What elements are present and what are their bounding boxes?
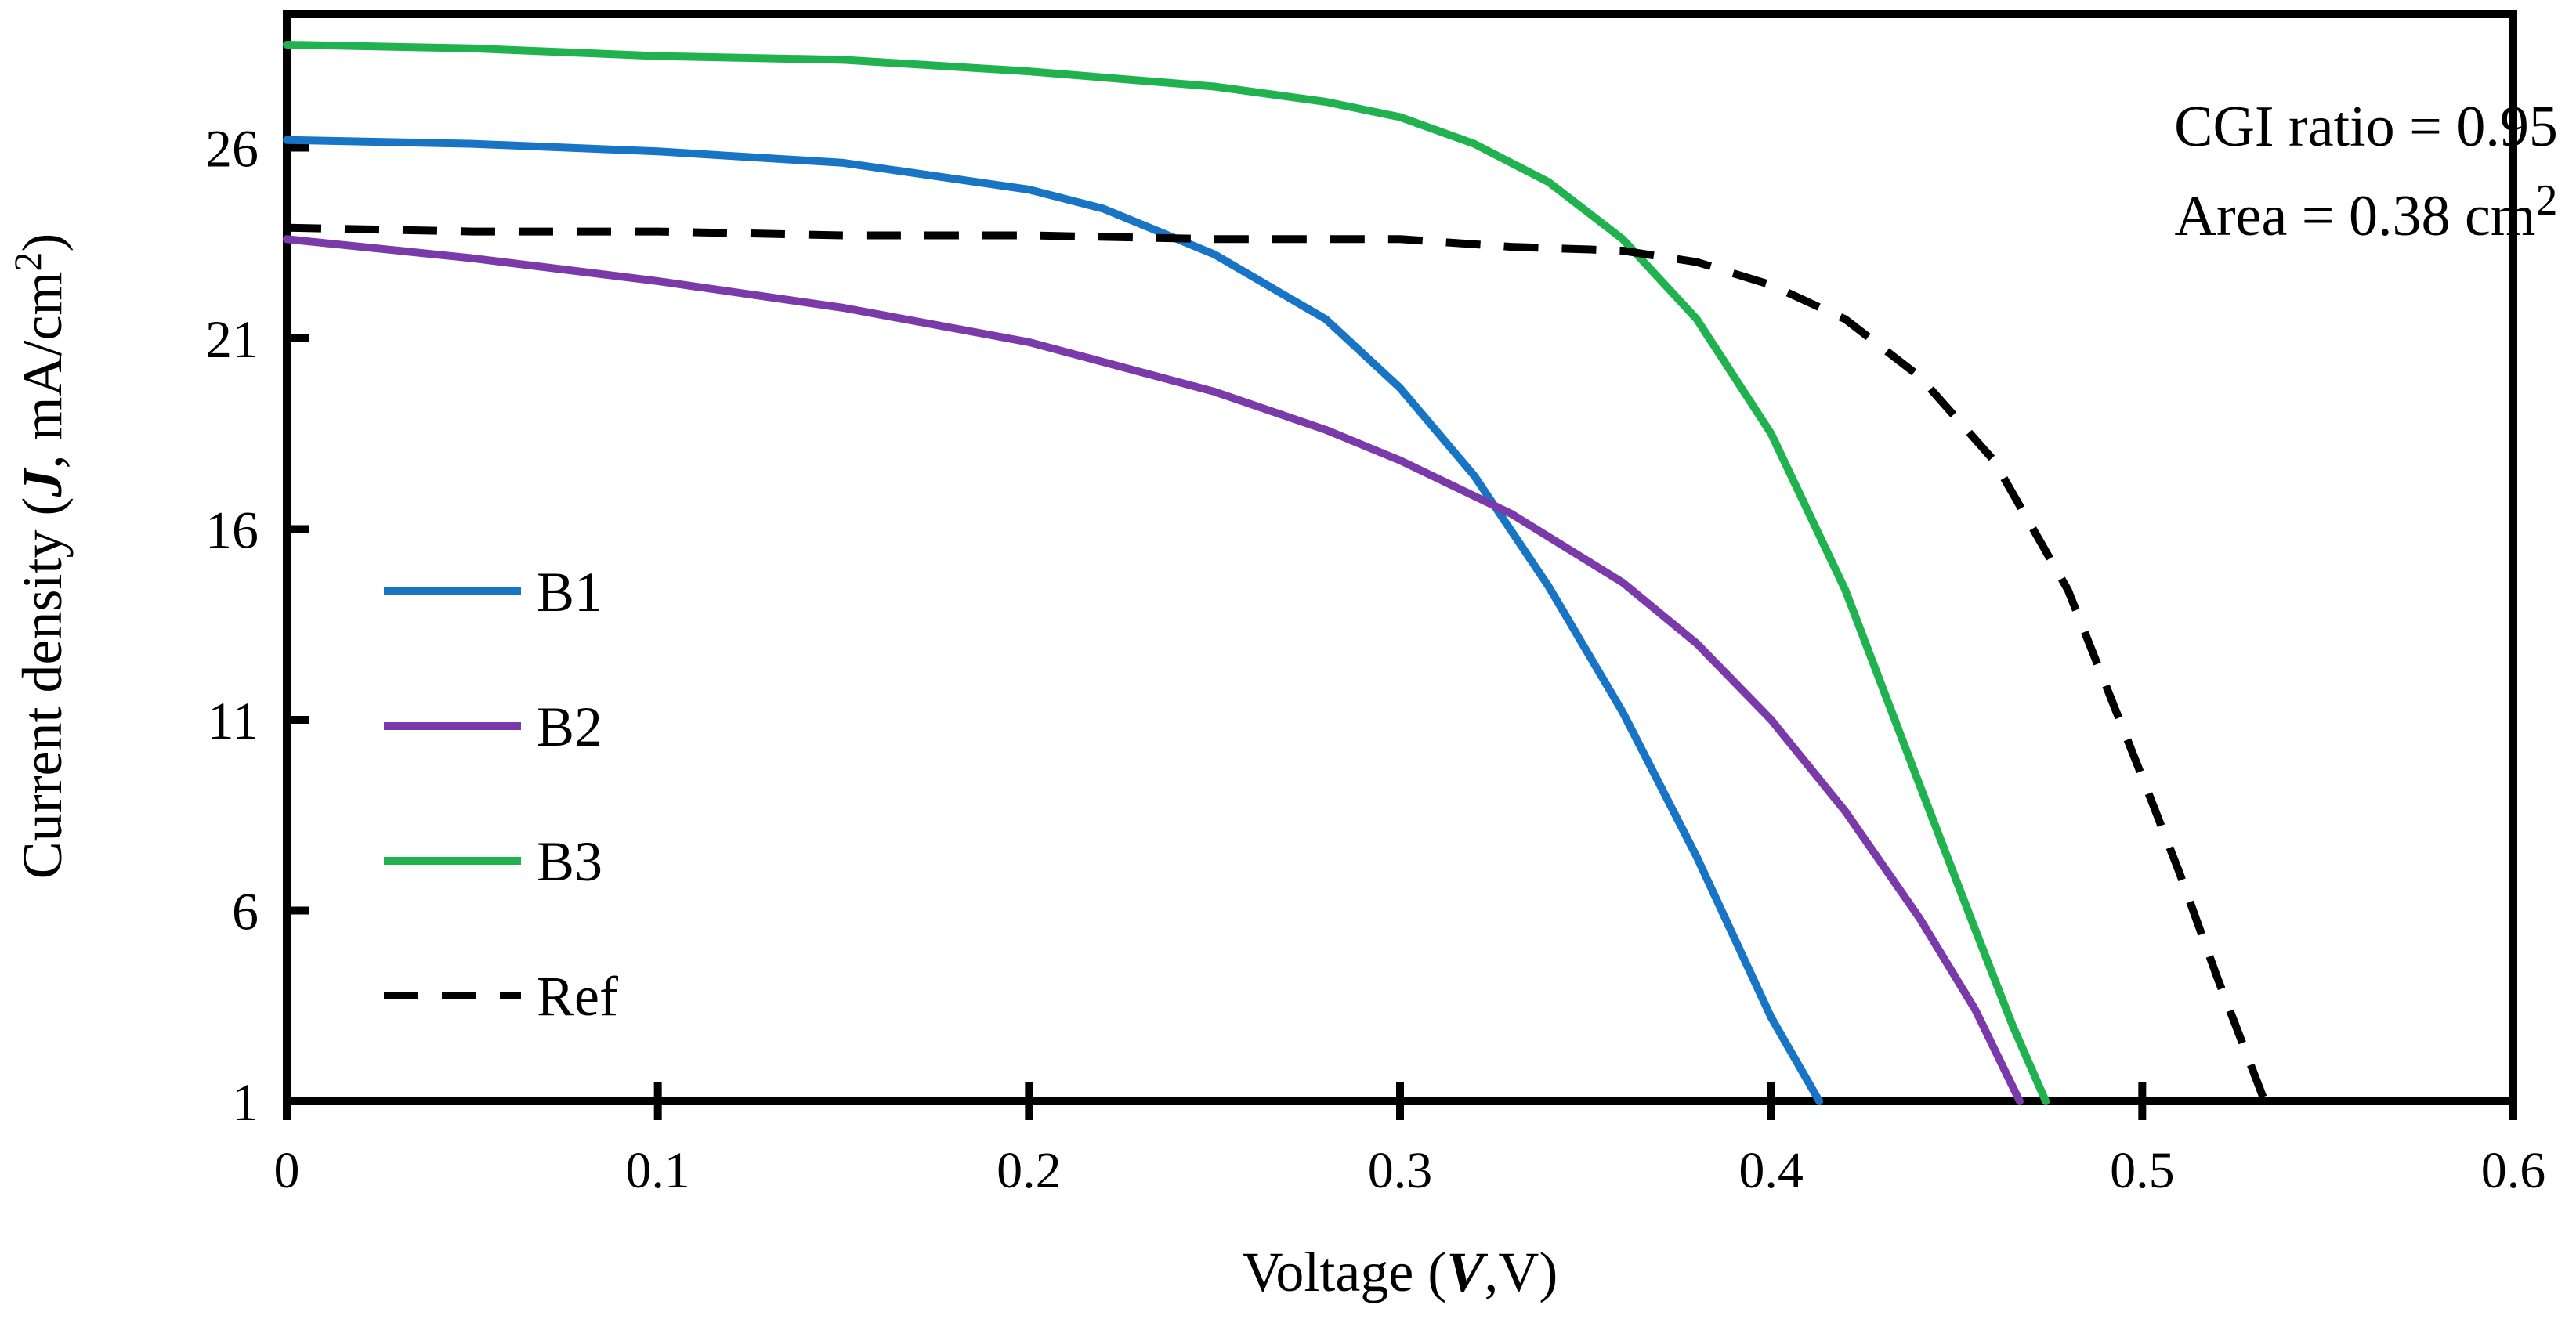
y-tick-label: 21 xyxy=(205,309,259,369)
x-tick-label: 0.5 xyxy=(2110,1142,2175,1199)
y-tick-label: 6 xyxy=(232,881,259,941)
y-axis-label-unit: , mA/cm xyxy=(11,272,74,469)
x-axis-label-text: Voltage ( xyxy=(1243,1241,1447,1303)
series-line-b2 xyxy=(283,235,2024,1105)
y-tick-label: 1 xyxy=(232,1072,259,1132)
annotation-area: Area = 0.38 cm2 xyxy=(2175,176,2558,248)
series-line-ref xyxy=(286,223,2269,1103)
legend-label-b1: B1 xyxy=(537,561,602,623)
x-tick-label: 0.6 xyxy=(2481,1142,2546,1199)
y-tick-label: 26 xyxy=(205,118,259,178)
annotation-cgi-ratio: CGI ratio = 0.95 xyxy=(2174,95,2558,159)
x-tick-label: 0.2 xyxy=(997,1142,1062,1199)
y-axis-label-sup: 2 xyxy=(5,252,49,272)
legend-label-ref: Ref xyxy=(537,965,618,1028)
annotation-area-sup: 2 xyxy=(2535,176,2557,225)
y-tick-label: 11 xyxy=(208,691,259,750)
series-line-b3 xyxy=(283,41,2050,1105)
plot-frame xyxy=(283,10,2517,1105)
x-axis-label-unit: ,V) xyxy=(1484,1241,1558,1303)
annotation: CGI ratio = 0.95 Area = 0.38 cm2 xyxy=(2174,95,2558,248)
y-axis-label: Current density (J, mA/cm2) xyxy=(5,233,74,880)
y-axis-label-text: Current density ( xyxy=(11,497,74,880)
x-axis-label: Voltage (V,V) xyxy=(1243,1241,1558,1303)
x-tick-label: 0 xyxy=(274,1142,300,1199)
y-axis-label-close: ) xyxy=(11,233,74,252)
x-tick-label: 0.1 xyxy=(625,1142,690,1199)
y-tick-label: 16 xyxy=(205,500,259,559)
x-axis-label-var: V xyxy=(1446,1241,1488,1303)
x-tick-label: 0.4 xyxy=(1738,1142,1804,1199)
legend-label-b2: B2 xyxy=(537,696,602,758)
annotation-area-text: Area = 0.38 cm xyxy=(2175,184,2536,248)
series-line-b1 xyxy=(283,136,1824,1105)
legend-label-b3: B3 xyxy=(537,830,602,893)
y-axis-label-var: J xyxy=(11,468,74,498)
x-tick-label: 0.3 xyxy=(1368,1142,1433,1199)
